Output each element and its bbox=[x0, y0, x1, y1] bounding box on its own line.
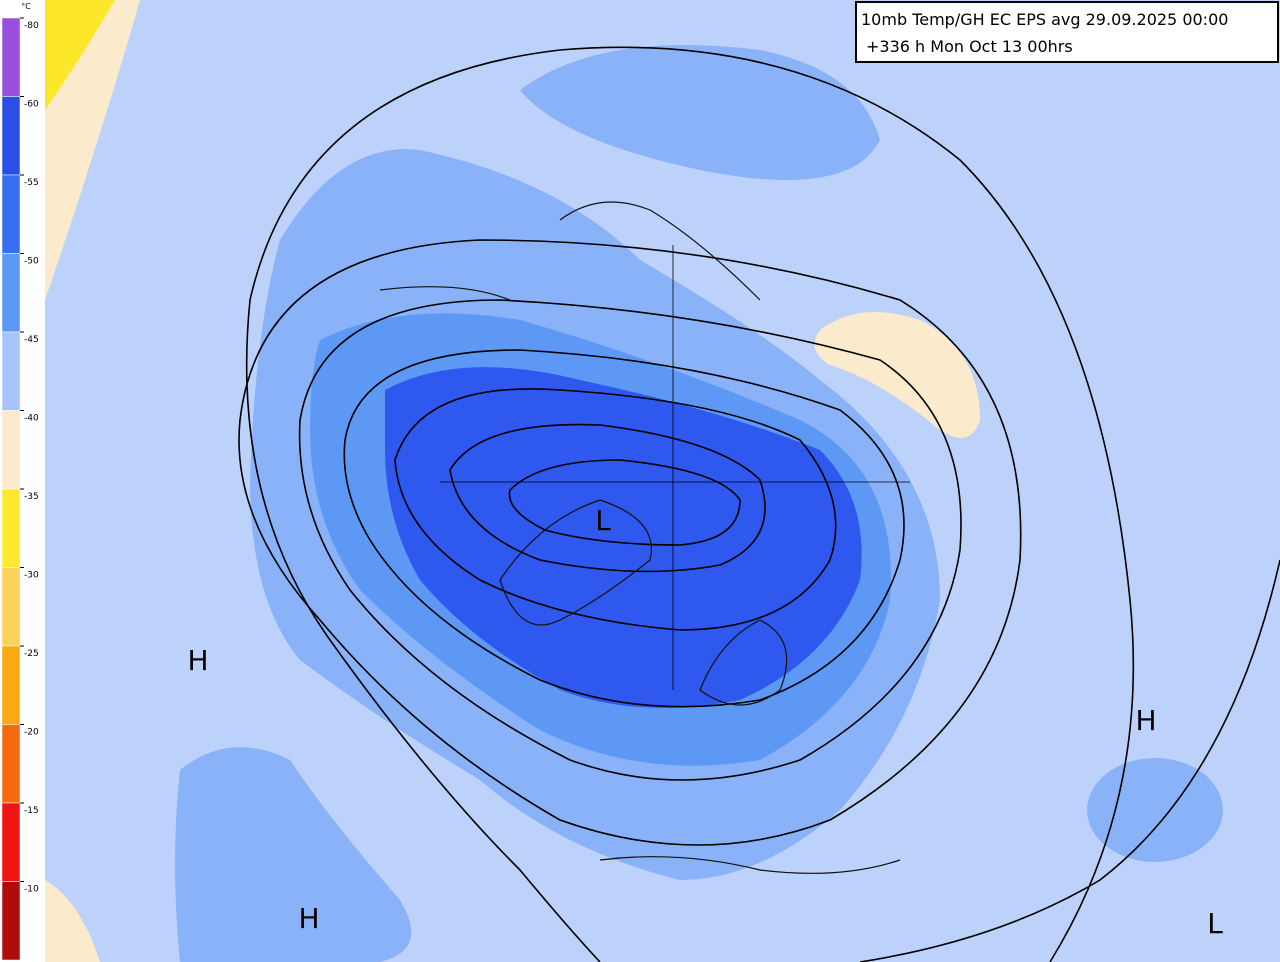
colorbar-segment bbox=[1, 802, 21, 882]
colorbar-segment bbox=[1, 881, 21, 961]
warm-area bbox=[45, 880, 100, 962]
colorbar-unit: °C bbox=[21, 2, 31, 11]
colorbar-segment bbox=[1, 174, 21, 254]
colorbar-segment bbox=[1, 488, 21, 568]
colorbar-label: -35 bbox=[24, 492, 39, 502]
colorbar-segment bbox=[1, 724, 21, 804]
cold-area bbox=[520, 45, 880, 180]
cold-area bbox=[175, 747, 412, 962]
crosshair bbox=[440, 245, 910, 690]
pressure-label: L bbox=[595, 504, 611, 537]
map-area: H H H L L bbox=[45, 0, 1280, 962]
pressure-label: H bbox=[187, 644, 208, 677]
colorbar-segment bbox=[1, 96, 21, 176]
colorbar-label: -10 bbox=[24, 885, 39, 895]
colorbar-segment bbox=[1, 331, 21, 411]
pressure-label: H bbox=[298, 902, 319, 935]
colorbar-label: -50 bbox=[24, 257, 39, 267]
title-line: +336 h Mon Oct 13 00hrs bbox=[866, 37, 1073, 56]
colorbar-segment bbox=[1, 17, 21, 97]
colorbar-segment bbox=[1, 567, 21, 647]
coastlines bbox=[379, 201, 901, 874]
colorbar-label: -45 bbox=[24, 335, 39, 345]
colorbar-label: -25 bbox=[24, 649, 39, 659]
colorbar: °C -80 -60 -55 -50 -45 -40 -35 -30 -25 -20 -15 -10 bbox=[1, 2, 39, 961]
colorbar-label: -60 bbox=[24, 100, 39, 110]
colorbar-segment bbox=[1, 253, 21, 333]
warm-area bbox=[45, 0, 140, 300]
pressure-label: L bbox=[1207, 907, 1223, 940]
title-line: 10mb Temp/GH EC EPS avg 29.09.2025 00:00 bbox=[861, 10, 1228, 29]
colorbar-label: -80 bbox=[24, 21, 39, 31]
title-box bbox=[855, 1, 1279, 63]
colorbar-segment bbox=[1, 410, 21, 490]
warm-area bbox=[814, 312, 980, 438]
colorbar-label: -15 bbox=[24, 806, 39, 816]
colorbar-label: -55 bbox=[24, 178, 39, 188]
pressure-label: H bbox=[1135, 704, 1156, 737]
colorbar-label: -20 bbox=[24, 728, 39, 738]
warm-core bbox=[45, 0, 115, 110]
colorbar-segment bbox=[1, 645, 21, 725]
colorbar-label: -30 bbox=[24, 571, 39, 581]
colorbar-label: -40 bbox=[24, 414, 39, 424]
cold-area bbox=[1087, 758, 1223, 862]
